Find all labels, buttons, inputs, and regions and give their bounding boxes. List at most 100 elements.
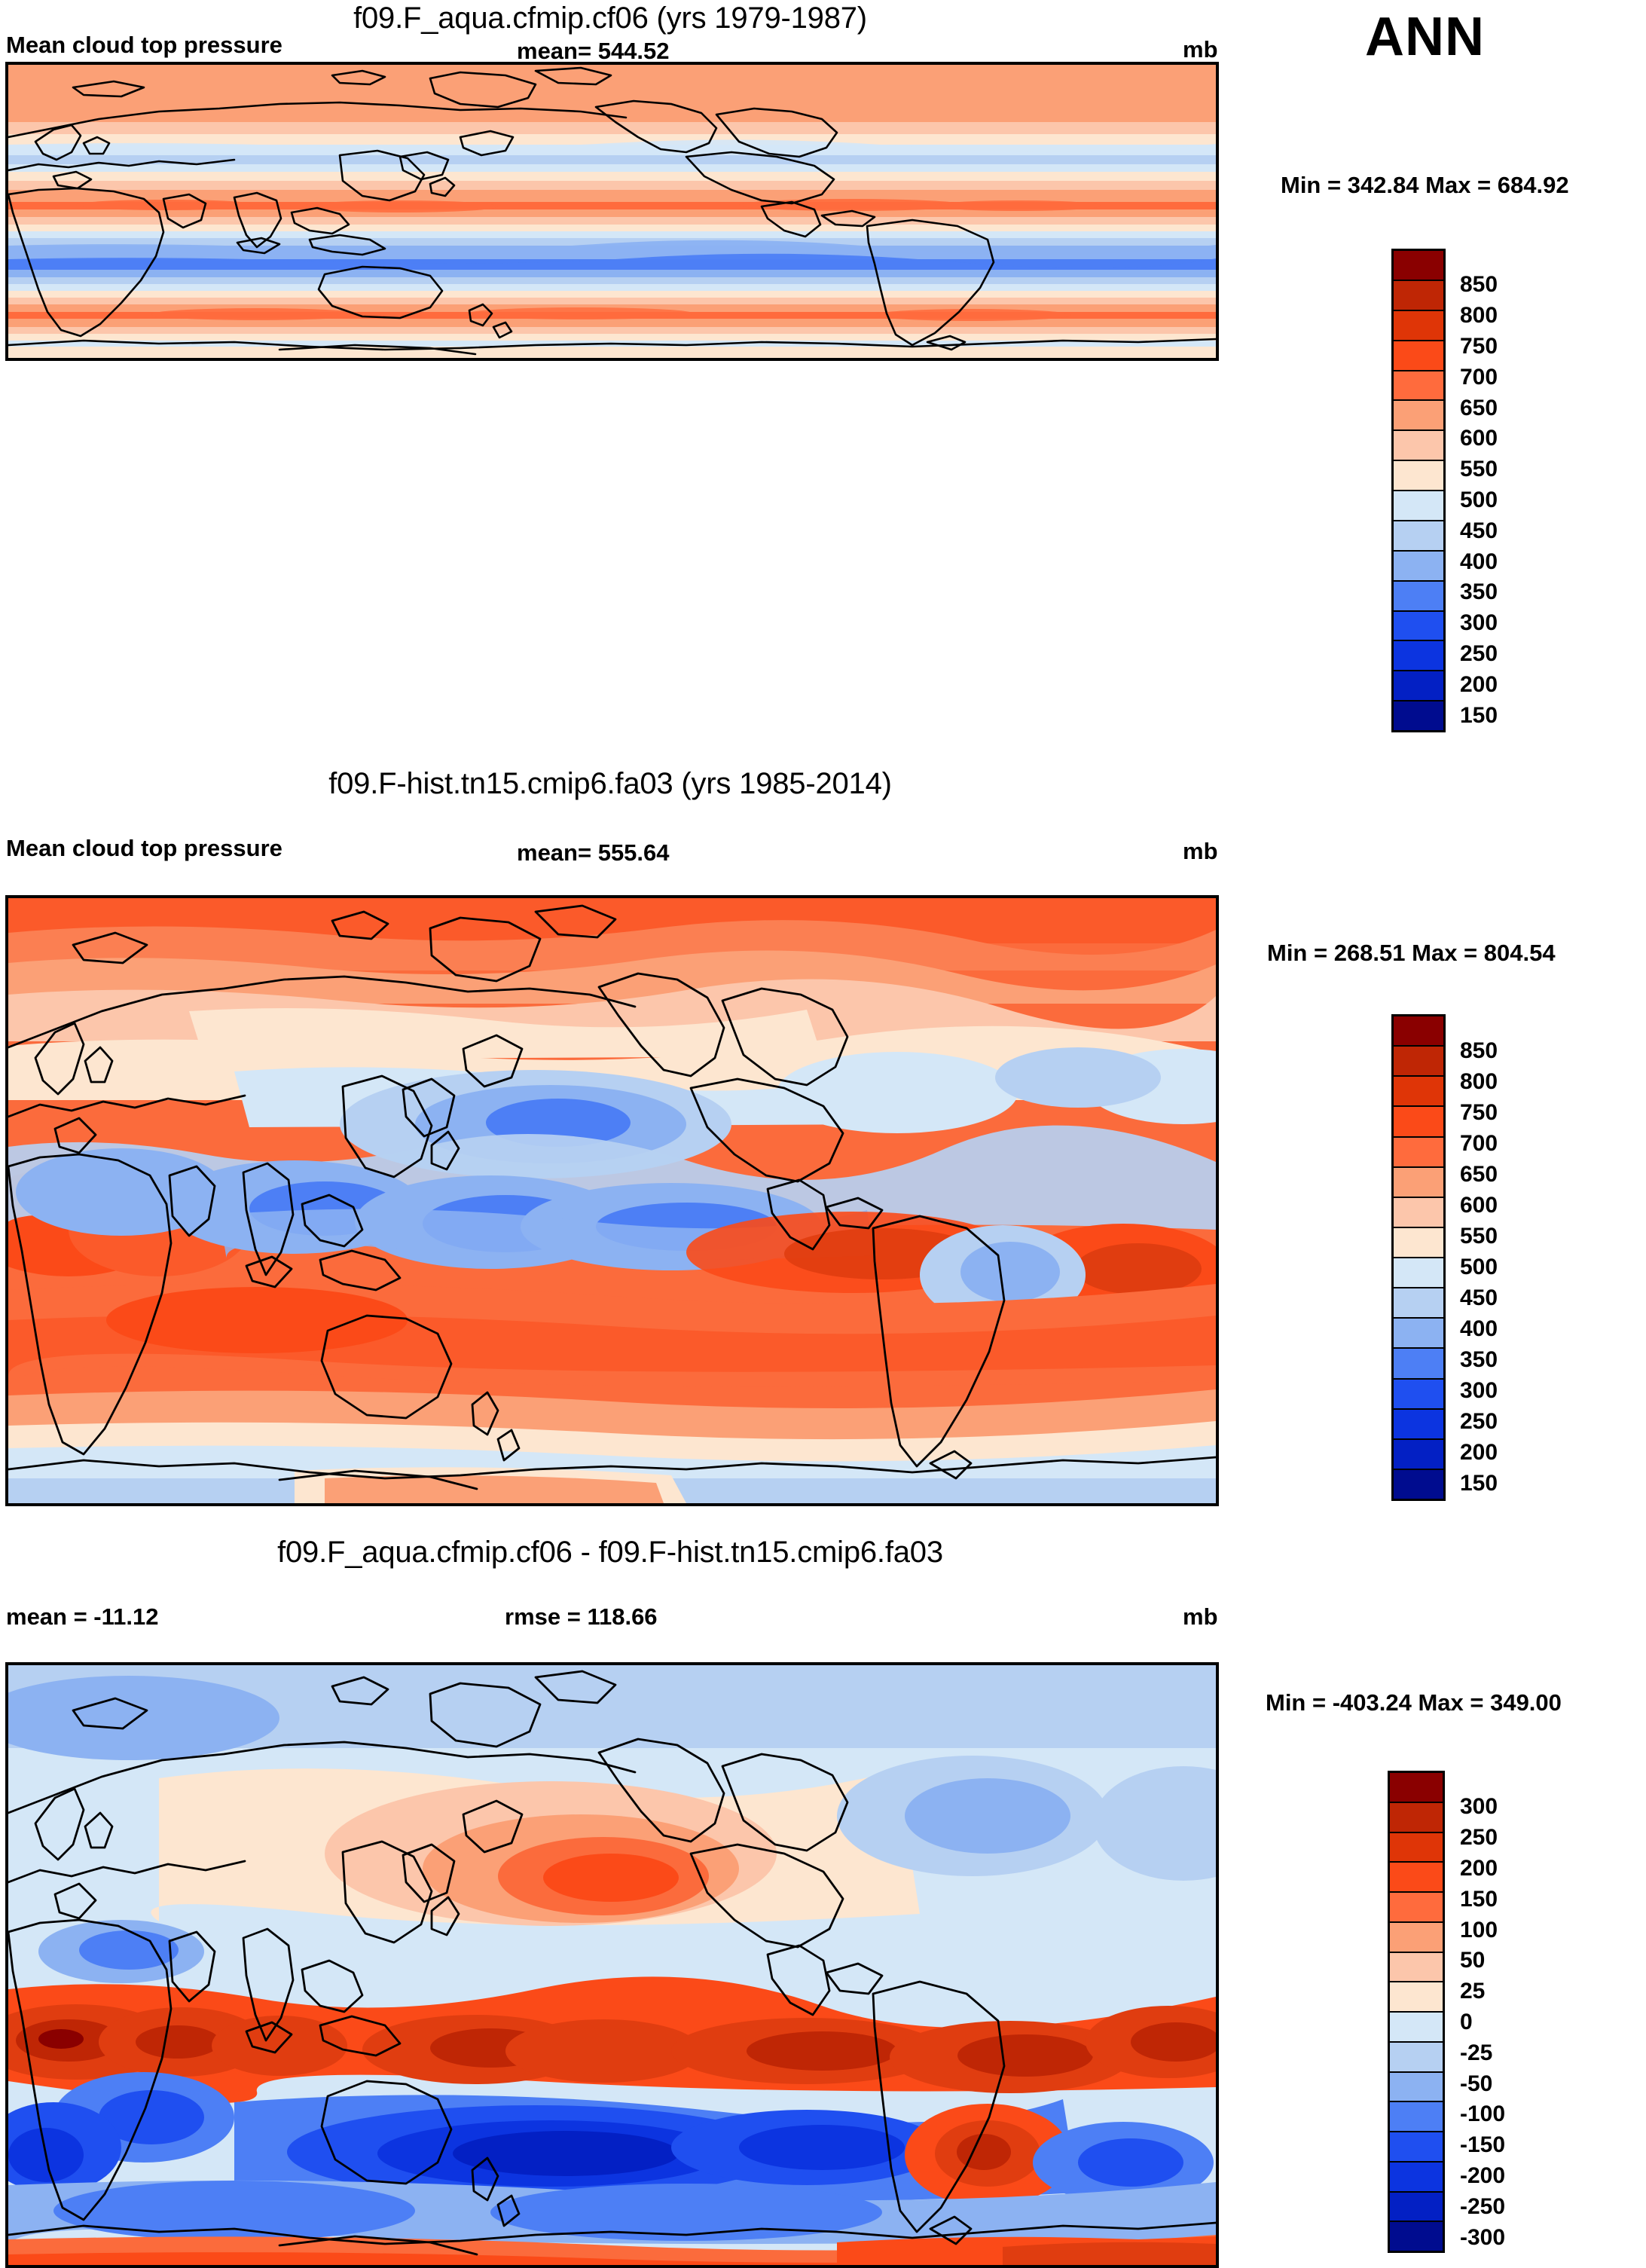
panel-1-colorbar-tick-12: 250 — [1460, 640, 1498, 666]
panel-2-colorbar-swatch-13 — [1394, 1409, 1443, 1440]
panel-1-colorbar-swatch-14 — [1394, 671, 1443, 702]
panel-1-colorbar-swatch-8 — [1394, 491, 1443, 521]
panel-1-colorbar-swatch-4 — [1394, 371, 1443, 402]
panel-3-colorbar-tick-2: 200 — [1460, 1855, 1498, 1881]
panel-1-map[interactable] — [5, 62, 1219, 361]
panel-3-map-svg — [8, 1665, 1216, 2265]
panel-2-colorbar-tick-6: 550 — [1460, 1223, 1498, 1249]
panel-3-colorbar-tick-12: -200 — [1460, 2163, 1506, 2188]
panel-2-mean-label: mean= 555.64 — [517, 839, 670, 866]
panel-1-colorbar-tick-8: 450 — [1460, 518, 1498, 543]
panel-1-colorbar-tick-10: 350 — [1460, 579, 1498, 605]
panel-1-colorbar-swatch-10 — [1394, 551, 1443, 582]
panel-2-colorbar-tick-10: 350 — [1460, 1347, 1498, 1373]
panel-3-colorbar-tick-7: 0 — [1460, 2009, 1473, 2034]
panel-1-colorbar-swatch-5 — [1394, 401, 1443, 432]
panel-3-colorbar-tick-4: 100 — [1460, 1917, 1498, 1942]
panel-3-rmse-label: rmse = 118.66 — [505, 1603, 658, 1630]
panel-3-map[interactable] — [5, 1662, 1219, 2268]
panel-3-colorbar-tick-9: -50 — [1460, 2071, 1493, 2096]
panel-2-colorbar-tick-7: 500 — [1460, 1254, 1498, 1279]
panel-3-colorbar-labels: 300 250 200 150 100 50 25 0 -25 -50 -100 -150 -200 -2… — [1460, 1792, 1565, 2253]
panel-2-units-label: mb — [1183, 838, 1218, 864]
panel-1-colorbar-swatch-3 — [1394, 341, 1443, 371]
panel-3-colorbar-swatch-9 — [1390, 2042, 1443, 2073]
panel-3-units-label: mb — [1183, 1603, 1218, 1630]
panel-1-colorbar-tick-3: 700 — [1460, 364, 1498, 390]
panel-1-map-svg — [8, 65, 1216, 358]
panel-2-colorbar[interactable] — [1391, 1014, 1446, 1501]
panel-3-colorbar-swatch-11 — [1390, 2102, 1443, 2132]
panel-3-colorbar-tick-11: -150 — [1460, 2132, 1506, 2158]
panel-3-colorbar-tick-10: -100 — [1460, 2101, 1506, 2127]
panel-1-colorbar-tick-1: 800 — [1460, 303, 1498, 329]
panel-3-colorbar-swatch-4 — [1390, 1893, 1443, 1923]
panel-3-colorbar-swatch-5 — [1390, 1922, 1443, 1953]
panel-2-colorbar-swatch-6 — [1394, 1197, 1443, 1228]
panel-2-colorbar-tick-0: 850 — [1460, 1038, 1498, 1063]
panel-3-colorbar-swatch-12 — [1390, 2132, 1443, 2163]
panel-1-colorbar-swatch-1 — [1394, 280, 1443, 311]
coastlines — [8, 66, 1216, 356]
panel-3-colorbar[interactable] — [1388, 1771, 1445, 2253]
panel-3-colorbar-tick-5: 50 — [1460, 1948, 1486, 1973]
panel-3-colorbar-swatch-15 — [1390, 2222, 1443, 2251]
panel-1-colorbar-swatch-7 — [1394, 461, 1443, 491]
panel-1-colorbar-swatch-6 — [1394, 431, 1443, 462]
panel-3-colorbar-swatch-1 — [1390, 1802, 1443, 1833]
panel-2-colorbar-swatch-11 — [1394, 1349, 1443, 1380]
panel-1-colorbar-tick-13: 200 — [1460, 671, 1498, 697]
panel-3-colorbar-tick-6: 25 — [1460, 1979, 1486, 2004]
panel-2-colorbar-swatch-3 — [1394, 1107, 1443, 1138]
coastlines — [8, 904, 1216, 1490]
coastlines — [8, 1670, 1216, 2256]
panel-2-map-svg — [8, 898, 1216, 1503]
panel-2-colorbar-tick-5: 600 — [1460, 1192, 1498, 1218]
panel-1-colorbar-tick-5: 600 — [1460, 426, 1498, 451]
panel-2-colorbar-tick-8: 450 — [1460, 1285, 1498, 1311]
panel-1-colorbar-tick-14: 150 — [1460, 702, 1498, 728]
panel-3-colorbar-tick-1: 250 — [1460, 1825, 1498, 1851]
panel-2-colorbar-tick-1: 800 — [1460, 1068, 1498, 1094]
panel-2-colorbar-swatch-2 — [1394, 1077, 1443, 1108]
panel-2-colorbar-tick-4: 650 — [1460, 1161, 1498, 1187]
panel-3-colorbar-tick-14: -300 — [1460, 2224, 1506, 2250]
panel-2-colorbar-swatch-9 — [1394, 1288, 1443, 1319]
panel-2-map[interactable] — [5, 895, 1219, 1506]
panel-2-colorbar-swatch-7 — [1394, 1227, 1443, 1258]
panel-2-colorbar-tick-12: 250 — [1460, 1409, 1498, 1435]
panel-2-colorbar-labels: 850 800 750 700 650 600 550 500 450 400 350 300 250 2… — [1460, 1035, 1558, 1499]
panel-1-colorbar-swatch-11 — [1394, 581, 1443, 612]
panel-1-colorbar-tick-2: 750 — [1460, 333, 1498, 359]
panel-3-colorbar-swatch-8 — [1390, 2013, 1443, 2043]
season-label: ANN — [1365, 7, 1485, 67]
panel-1-colorbar-tick-9: 400 — [1460, 549, 1498, 574]
panel-1-colorbar-tick-4: 650 — [1460, 395, 1498, 420]
panel-3-colorbar-swatch-0 — [1390, 1773, 1443, 1803]
panel-1-title: f09.F_aqua.cfmip.cf06 (yrs 1979-1987) — [353, 2, 867, 35]
panel-1-colorbar[interactable] — [1391, 249, 1446, 732]
panel-2-colorbar-swatch-8 — [1394, 1258, 1443, 1289]
panel-1-minmax: Min = 342.84 Max = 684.92 — [1281, 172, 1569, 198]
panel-2-colorbar-tick-14: 150 — [1460, 1471, 1498, 1496]
panel-2-colorbar-swatch-1 — [1394, 1047, 1443, 1077]
panel-2-colorbar-swatch-14 — [1394, 1439, 1443, 1470]
panel-3-colorbar-swatch-14 — [1390, 2192, 1443, 2223]
panel-3-colorbar-tick-3: 150 — [1460, 1886, 1498, 1912]
panel-2-colorbar-tick-2: 750 — [1460, 1099, 1498, 1125]
panel-3-colorbar-tick-0: 300 — [1460, 1794, 1498, 1820]
panel-3-colorbar-swatch-3 — [1390, 1863, 1443, 1893]
panel-2-colorbar-swatch-15 — [1394, 1469, 1443, 1499]
panel-3-colorbar-tick-8: -25 — [1460, 2040, 1493, 2065]
panel-2-variable-label: Mean cloud top pressure — [6, 835, 282, 861]
panel-3-colorbar-swatch-10 — [1390, 2072, 1443, 2103]
panel-3-colorbar-tick-13: -250 — [1460, 2193, 1506, 2219]
panel-1-colorbar-swatch-13 — [1394, 641, 1443, 672]
panel-3-colorbar-swatch-2 — [1390, 1832, 1443, 1863]
panel-2-colorbar-tick-3: 700 — [1460, 1130, 1498, 1156]
panel-1-colorbar-swatch-0 — [1394, 251, 1443, 281]
panel-1-colorbar-swatch-2 — [1394, 310, 1443, 341]
panel-2-colorbar-tick-11: 300 — [1460, 1378, 1498, 1404]
panel-2-colorbar-swatch-4 — [1394, 1137, 1443, 1168]
